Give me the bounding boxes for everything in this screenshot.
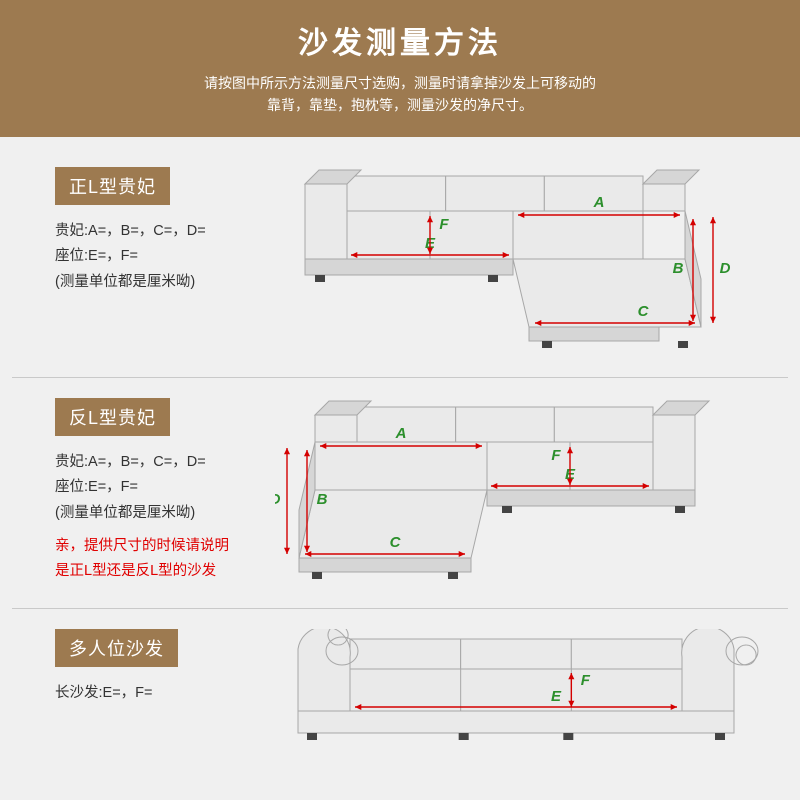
dims-line: 贵妃:A=，B=，C=，D= [55, 450, 270, 475]
dims-text: 长沙发:E=，F= [55, 681, 270, 706]
svg-text:E: E [551, 688, 562, 705]
header-subtitle-2: 靠背，靠垫，抱枕等，测量沙发的净尺寸。 [20, 94, 780, 116]
section-left-col: 多人位沙发 长沙发:E=，F= [55, 629, 270, 706]
section-badge: 正L型贵妃 [55, 167, 170, 205]
section-right-l: 正L型贵妃 贵妃:A=，B=，C=，D= 座位:E=，F= (测量单位都是厘米呦… [0, 137, 800, 377]
dims-line: (测量单位都是厘米呦) [55, 501, 270, 526]
dims-text: 贵妃:A=，B=，C=，D= 座位:E=，F= (测量单位都是厘米呦) [55, 450, 270, 526]
svg-text:D: D [720, 260, 731, 277]
svg-text:C: C [390, 534, 402, 551]
section-badge: 反L型贵妃 [55, 398, 170, 436]
note-line: 是正L型还是反L型的沙发 [55, 559, 270, 584]
svg-text:F: F [439, 216, 449, 233]
svg-text:A: A [593, 194, 605, 211]
section-left-l: 反L型贵妃 贵妃:A=，B=，C=，D= 座位:E=，F= (测量单位都是厘米呦… [0, 378, 800, 608]
diagram-wrapper: EF [270, 629, 760, 774]
dims-line: 长沙发:E=，F= [55, 681, 270, 706]
diagram-wrapper: ABCDEF [270, 167, 760, 357]
section-straight: 多人位沙发 长沙发:E=，F= EF [0, 609, 800, 788]
svg-text:B: B [673, 260, 684, 277]
page-title: 沙发测量方法 [20, 18, 780, 62]
header-subtitle-1: 请按图中所示方法测量尺寸选购，测量时请拿掉沙发上可移动的 [20, 72, 780, 94]
note-red: 亲，提供尺寸的时候请说明 是正L型还是反L型的沙发 [55, 534, 270, 585]
dims-line: 贵妃:A=，B=，C=，D= [55, 219, 270, 244]
svg-text:D: D [275, 491, 281, 508]
svg-text:C: C [638, 303, 650, 320]
sofa-diagram-left-l: ABCDEF [275, 398, 755, 588]
section-left-col: 正L型贵妃 贵妃:A=，B=，C=，D= 座位:E=，F= (测量单位都是厘米呦… [55, 167, 270, 295]
svg-text:B: B [317, 491, 328, 508]
dims-line: (测量单位都是厘米呦) [55, 270, 270, 295]
svg-text:A: A [395, 425, 407, 442]
dims-line: 座位:E=，F= [55, 244, 270, 269]
sofa-diagram-right-l: ABCDEF [275, 167, 755, 357]
diagram-wrapper: ABCDEF [270, 398, 760, 588]
svg-text:F: F [581, 672, 591, 689]
note-line: 亲，提供尺寸的时候请说明 [55, 534, 270, 559]
header: 沙发测量方法 请按图中所示方法测量尺寸选购，测量时请拿掉沙发上可移动的 靠背，靠… [0, 0, 800, 137]
section-badge: 多人位沙发 [55, 629, 178, 667]
section-left-col: 反L型贵妃 贵妃:A=，B=，C=，D= 座位:E=，F= (测量单位都是厘米呦… [55, 398, 270, 585]
dims-text: 贵妃:A=，B=，C=，D= 座位:E=，F= (测量单位都是厘米呦) [55, 219, 270, 295]
dims-line: 座位:E=，F= [55, 475, 270, 500]
sofa-diagram-straight: EF [270, 629, 760, 774]
svg-text:F: F [551, 447, 561, 464]
